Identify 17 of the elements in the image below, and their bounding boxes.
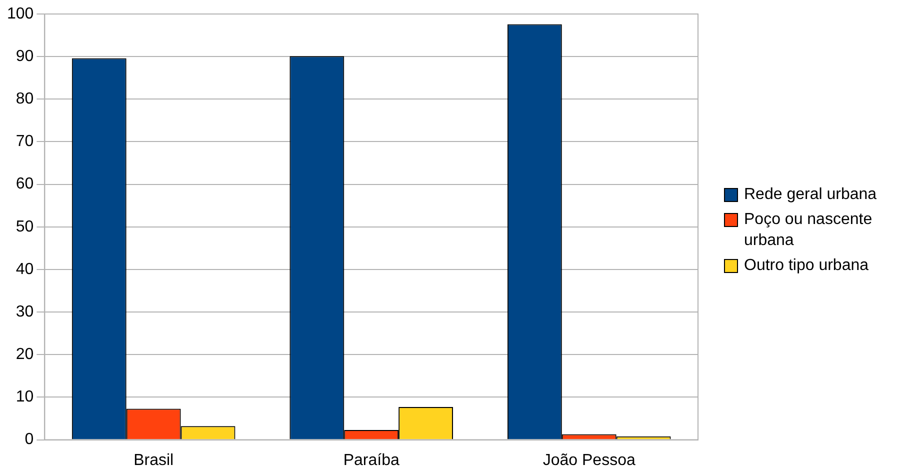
legend-label: Rede geral urbana [744, 185, 877, 205]
y-tick-label: 50 [16, 218, 34, 236]
legend-label: Outro tipo urbana [744, 256, 869, 276]
y-tick-label: 30 [16, 303, 34, 320]
y-tick-label: 60 [16, 176, 34, 193]
y-tick-label: 10 [16, 388, 34, 406]
y-tick-label: 0 [24, 431, 34, 448]
x-tick-label: Paraíba [343, 452, 400, 469]
x-tick-label: João Pessoa [542, 452, 636, 469]
legend-label: Poço ou nascente urbana [744, 210, 874, 251]
x-tick-label: Brasil [134, 452, 174, 469]
y-tick-label: 70 [16, 133, 34, 150]
y-tick-label: 20 [16, 346, 34, 364]
y-tick-label: 40 [16, 260, 34, 278]
y-tick-label: 100 [6, 5, 34, 22]
y-tick-label: 80 [16, 90, 34, 108]
y-tick-label: 90 [16, 48, 34, 65]
